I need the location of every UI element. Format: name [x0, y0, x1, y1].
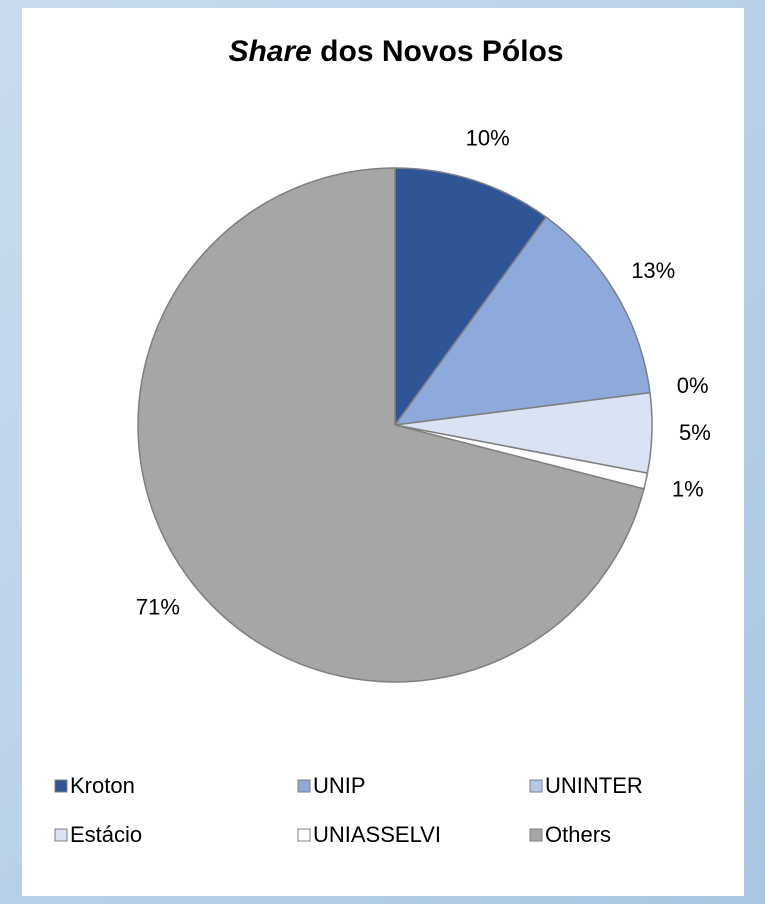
data-label: 0% [677, 373, 709, 398]
pie-slice [137, 167, 645, 683]
data-label: 10% [466, 125, 510, 150]
data-label: 5% [679, 420, 711, 445]
data-label: 1% [672, 476, 704, 501]
legend-swatch [297, 779, 311, 793]
pie-slice [394, 167, 548, 428]
legend-label: UNIASSELVI [313, 822, 441, 847]
legend-swatch [54, 828, 68, 842]
pie-slice [393, 216, 651, 426]
legend-label: Kroton [70, 773, 135, 798]
data-label: 71% [136, 595, 180, 620]
legend-label: Estácio [70, 822, 142, 847]
legend-label: UNIP [313, 773, 366, 798]
legend-swatch [54, 779, 68, 793]
legend-swatch [529, 828, 543, 842]
chart-title: Share dos Novos Pólos [228, 35, 563, 68]
legend-swatch [529, 779, 543, 793]
legend-label: Others [545, 822, 611, 847]
legend-label: UNINTER [545, 773, 643, 798]
legend-swatch [297, 828, 311, 842]
data-label: 13% [631, 258, 675, 283]
